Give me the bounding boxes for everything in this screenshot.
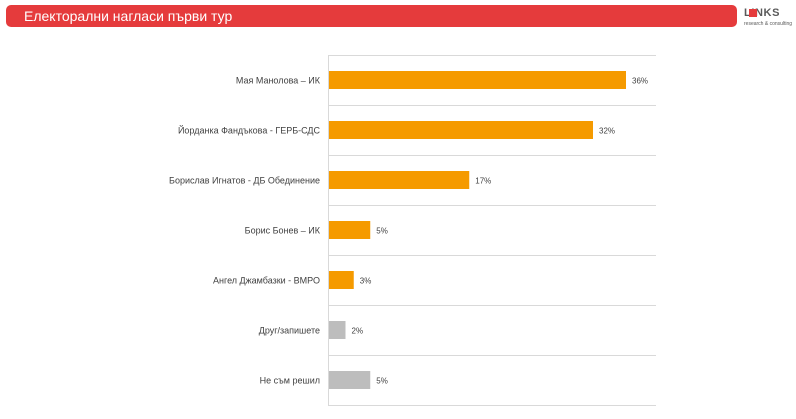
bar xyxy=(329,271,354,289)
bar xyxy=(329,371,371,389)
bar xyxy=(329,171,470,189)
category-label: Друг/запишете xyxy=(259,326,320,336)
category-label: Борислав Игнатов - ДБ Обединение xyxy=(169,176,320,186)
category-label: Не съм решил xyxy=(260,376,320,386)
value-label: 32% xyxy=(599,127,615,136)
value-label: 2% xyxy=(352,327,364,336)
category-label: Йорданка Фандъкова - ГЕРБ-СДС xyxy=(178,125,321,136)
page-title: Електорални нагласи първи тур xyxy=(24,8,233,24)
value-label: 36% xyxy=(632,77,648,86)
category-label: Ангел Джамбазки - ВМРО xyxy=(213,276,320,286)
value-label: 5% xyxy=(376,227,388,236)
title-banner: Електорални нагласи първи тур xyxy=(6,5,737,27)
category-label: Борис Бонев – ИК xyxy=(245,226,321,236)
category-label: Мая Манолова – ИК xyxy=(236,76,321,86)
value-label: 3% xyxy=(360,277,372,286)
bar xyxy=(329,221,371,239)
value-label: 5% xyxy=(376,377,388,386)
logo-accent-square xyxy=(749,9,757,17)
bar xyxy=(329,321,346,339)
value-label: 17% xyxy=(475,177,491,186)
logo-subtext: research & consulting xyxy=(744,21,793,27)
bar xyxy=(329,71,626,89)
company-logo: LINKS research & consulting xyxy=(744,6,793,32)
bar xyxy=(329,121,593,139)
